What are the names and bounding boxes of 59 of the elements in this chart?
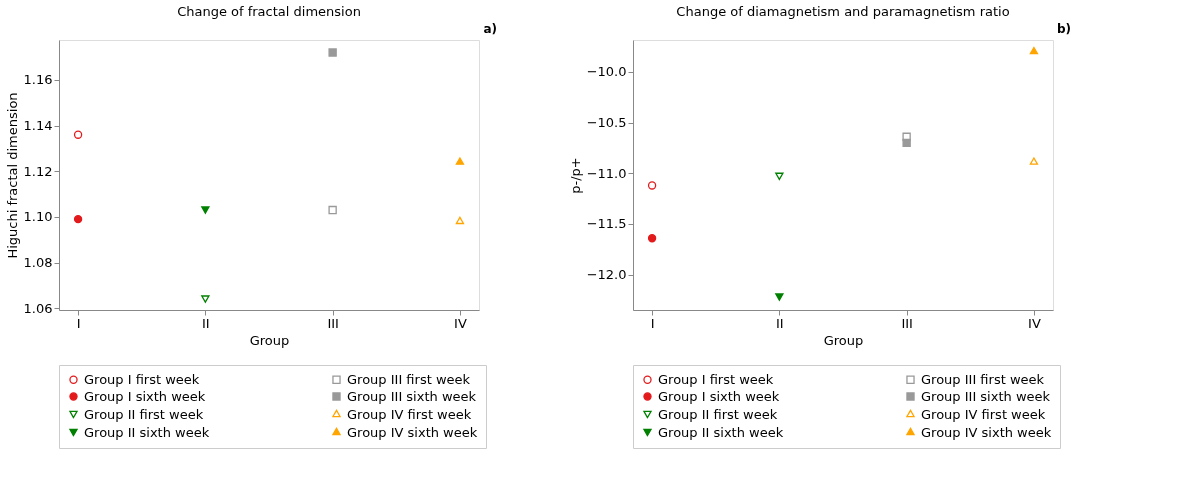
y-tick-label: 1.10 <box>23 209 53 225</box>
legend-label: Group III first week <box>921 371 1045 387</box>
point <box>647 234 657 243</box>
legend-label: Group I first week <box>658 371 774 387</box>
point <box>1029 46 1039 55</box>
point <box>328 205 337 215</box>
point <box>1029 157 1039 165</box>
y-axis-title: Higuchi fractal dimension <box>4 92 20 259</box>
y-tick-label: 1.06 <box>23 300 53 316</box>
legend-label: Group II sixth week <box>84 424 210 440</box>
x-tick-label: II <box>776 315 784 331</box>
y-tick-label: −11.0 <box>586 165 627 181</box>
legend-label: Group I sixth week <box>658 388 780 404</box>
text: b) <box>1056 22 1071 36</box>
legend-label: Group II sixth week <box>658 424 784 440</box>
point <box>73 214 83 224</box>
y-tick-label: −10.5 <box>586 115 627 131</box>
y-tick-label: 1.08 <box>23 255 53 271</box>
point <box>902 132 911 141</box>
legend-label: Group II first week <box>84 406 204 422</box>
x-tick-label: I <box>76 315 81 331</box>
y-tick-label: 1.16 <box>23 72 53 88</box>
point <box>73 130 83 139</box>
legend-label: Group III sixth week <box>921 388 1051 404</box>
legend-label: Group II first week <box>658 406 778 422</box>
point <box>455 157 465 165</box>
x-tick-label: II <box>202 315 210 331</box>
y-tick-label: 1.14 <box>23 118 53 134</box>
y-tick-label: −10.0 <box>586 64 627 80</box>
y-axis-title: p-/p+ <box>567 157 583 194</box>
legend-label: Group III first week <box>347 371 471 387</box>
x-axis-title: Group <box>249 332 290 348</box>
legend-label: Group IV sixth week <box>347 424 478 440</box>
point <box>328 48 337 57</box>
point <box>775 293 784 301</box>
chart-title: Change of diamagnetism and paramagnetism ratio <box>676 4 1010 19</box>
x-tick-label: IV <box>1028 315 1041 331</box>
legend-label: Group IV first week <box>921 406 1046 422</box>
x-tick-label: I <box>650 315 655 331</box>
y-tick-label: 1.12 <box>23 163 53 179</box>
point <box>455 216 465 225</box>
x-tick-label: IV <box>454 315 467 331</box>
legend-label: Group III sixth week <box>347 388 477 404</box>
y-tick-label: −12.0 <box>586 267 627 283</box>
legend-label: Group I first week <box>84 371 200 387</box>
point <box>902 138 911 148</box>
text: a) <box>483 22 497 36</box>
point <box>775 172 784 181</box>
point <box>201 295 210 303</box>
point <box>201 206 210 214</box>
x-tick-label: III <box>901 315 913 331</box>
legend-label: Group IV sixth week <box>921 424 1052 440</box>
x-axis-title: Group <box>823 332 864 348</box>
legend-label: Group IV first week <box>347 406 472 422</box>
point <box>647 181 657 190</box>
y-tick-label: −11.5 <box>586 216 627 232</box>
legend-label: Group I sixth week <box>84 388 206 404</box>
chart-title: Change of fractal dimension <box>177 4 361 19</box>
x-tick-label: III <box>327 315 339 331</box>
